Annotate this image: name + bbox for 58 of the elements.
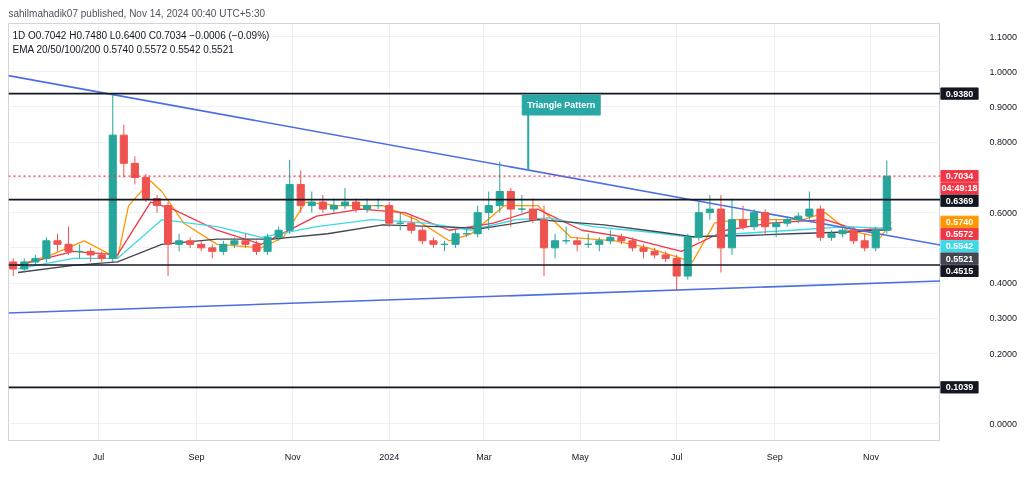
y-tick-label: 1.1000: [989, 31, 1018, 42]
candlestick: [705, 194, 714, 221]
text: 04:49:18: [941, 183, 978, 194]
candlestick: [141, 173, 150, 203]
ref-line-label: 0.9380: [945, 88, 974, 99]
y-tick-label: 1.0000: [989, 66, 1018, 77]
y-tick-label: 0.8000: [989, 137, 1018, 148]
x-tick-label: Mar: [476, 451, 492, 462]
x-tick-label: 2024: [379, 451, 400, 462]
x-tick-label: Nov: [862, 451, 880, 462]
text: 1D O0.7042 H0.7480 L0.6400 C0.7034 −0.0006 (−0.09%): [12, 29, 270, 41]
candlestick: [750, 208, 759, 231]
candlestick: [363, 198, 372, 214]
text: 0.5542: [945, 241, 974, 252]
candlestick: [506, 187, 515, 228]
candlestick: [484, 191, 493, 231]
candlestick: [42, 236, 51, 263]
ref-line-label: 0.7034: [945, 171, 974, 182]
text: 0.5572: [945, 229, 974, 240]
candlestick: [805, 191, 814, 221]
x-tick-label: Jul: [670, 451, 683, 462]
candlestick: [495, 161, 504, 214]
candlestick: [672, 254, 681, 291]
candlestick: [738, 205, 748, 231]
x-tick-label: Sep: [188, 451, 205, 462]
candlestick: [871, 226, 880, 252]
x-tick-label: Nov: [284, 451, 302, 462]
candlestick: [64, 226, 73, 256]
x-tick-label: Sep: [766, 451, 783, 462]
ref-line-label: 0.4515: [945, 265, 974, 276]
y-tick-label: 0.6000: [989, 207, 1018, 218]
ref-line-label: 0.6369: [945, 195, 974, 206]
candlestick: [551, 233, 560, 259]
candlestick: [263, 233, 272, 256]
text: 0.5521: [945, 253, 974, 264]
y-tick-label: 0.4000: [989, 278, 1018, 289]
candlestick: [296, 169, 305, 214]
text: sahilmahadik07 published, Nov 14, 2024 00:40 UTC+5:30: [8, 7, 266, 19]
candlestick: [528, 198, 537, 224]
candlestick: [761, 208, 770, 235]
candlestick: [130, 155, 139, 185]
candlestick: [473, 205, 482, 238]
ref-line-label: 0.1039: [945, 382, 974, 393]
annotation: Triangle Pattern: [527, 100, 596, 111]
candlestick: [517, 194, 526, 214]
x-tick-label: May: [571, 451, 590, 462]
candlestick: [307, 191, 316, 214]
x-tick-label: Jul: [92, 451, 105, 462]
y-tick-label: 0.2000: [989, 348, 1018, 359]
y-tick-label: 0.9000: [989, 101, 1018, 112]
text: 0.5740: [945, 216, 974, 227]
candlestick: [385, 201, 394, 228]
annotation: EMA 20/50/100/200 0.5740 0.5572 0.5542 0.5521: [12, 43, 235, 55]
y-tick-label: 0.0000: [989, 418, 1018, 429]
candlestick: [329, 198, 338, 214]
candlestick: [340, 187, 350, 210]
candlestick: [175, 233, 184, 252]
y-tick-label: 0.3000: [989, 313, 1018, 324]
